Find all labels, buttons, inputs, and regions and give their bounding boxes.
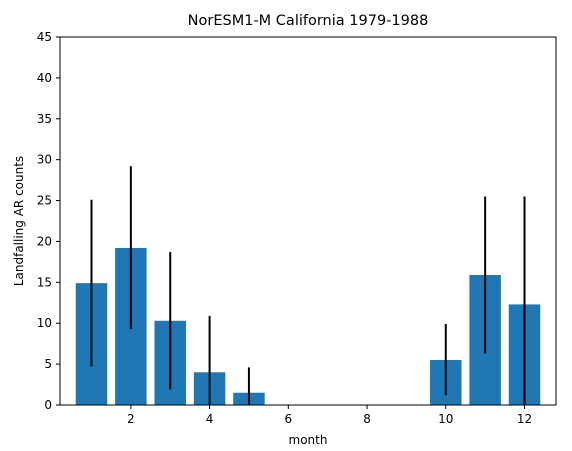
- x-tick-label: 8: [363, 412, 371, 426]
- x-tick-label: 6: [284, 412, 292, 426]
- y-tick-label: 0: [44, 398, 52, 412]
- y-tick-label: 30: [37, 153, 52, 167]
- x-axis-label: month: [289, 433, 328, 447]
- y-tick-label: 35: [37, 112, 52, 126]
- x-tick-label: 12: [517, 412, 532, 426]
- error-bars-layer: [90, 166, 526, 405]
- y-tick-label: 20: [37, 234, 52, 248]
- x-tick-label: 4: [206, 412, 214, 426]
- y-tick-label: 10: [37, 316, 52, 330]
- y-tick-label: 45: [37, 30, 52, 44]
- x-tick-label: 2: [127, 412, 135, 426]
- y-tick-label: 25: [37, 194, 52, 208]
- y-tick-label: 40: [37, 71, 52, 85]
- y-tick-label: 5: [44, 357, 52, 371]
- chart-title: NorESM1-M California 1979-1988: [188, 13, 429, 29]
- bars-layer: [75, 247, 541, 405]
- y-axis: 0 5 10 15 20 25 30 35 40 45: [37, 30, 60, 412]
- y-tick-label: 15: [37, 275, 52, 289]
- x-tick-label: 10: [438, 412, 453, 426]
- y-axis-label: Landfalling AR counts: [12, 156, 26, 286]
- plot-frame: [59, 36, 557, 406]
- x-axis: 2 4 6 8 10 12: [127, 405, 532, 426]
